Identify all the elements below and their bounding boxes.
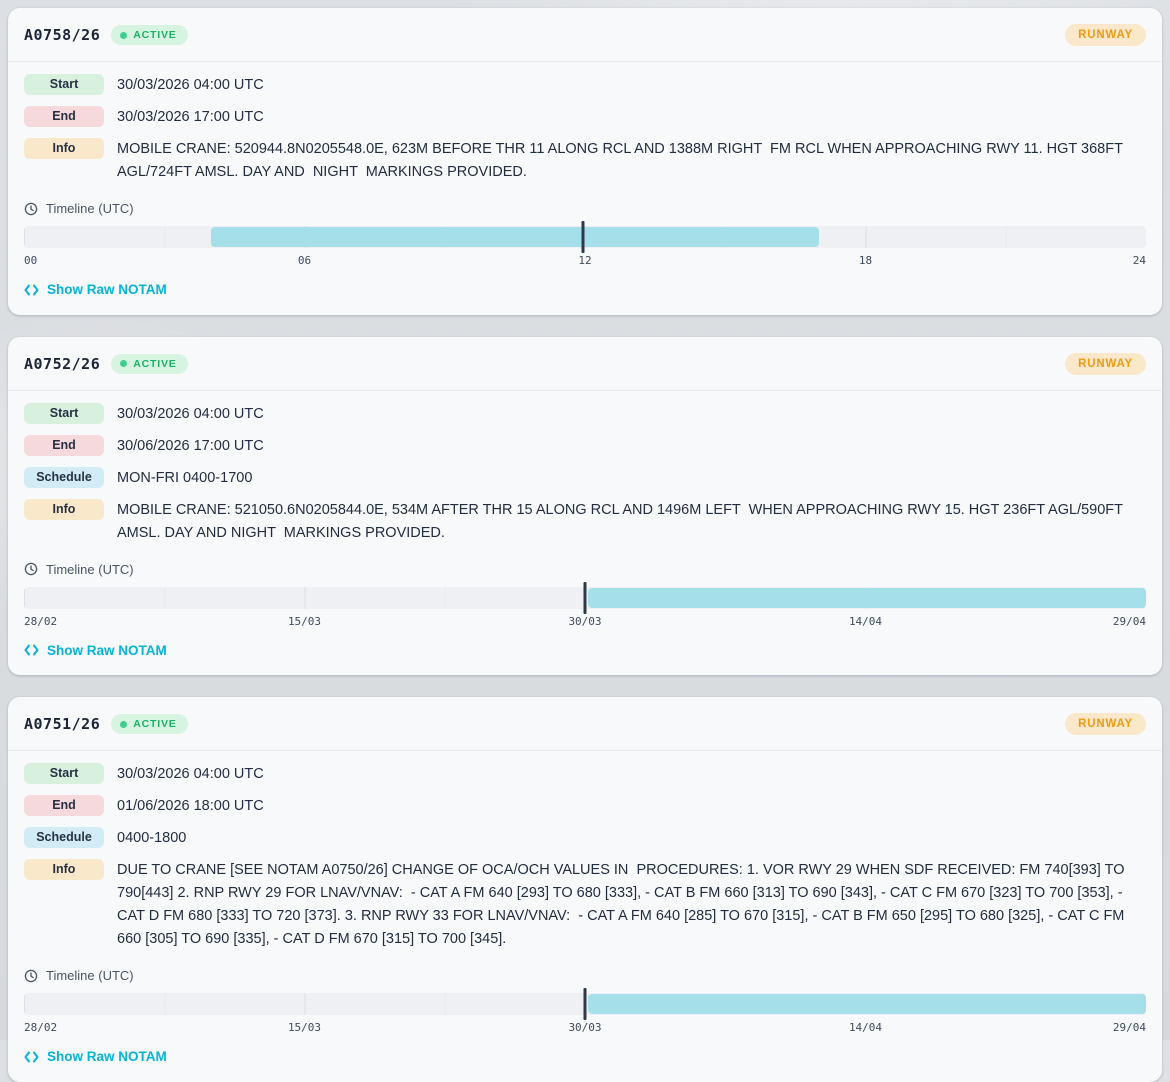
- timeline-label: Timeline (UTC): [46, 561, 134, 577]
- card-header: A0751/26 ACTIVE RUNWAY: [8, 697, 1162, 751]
- now-marker: [583, 581, 587, 614]
- timeline-bar: [588, 587, 1146, 608]
- notam-card: A0758/26 ACTIVE RUNWAY Start 30/03/2026 …: [8, 8, 1162, 315]
- notam-id: A0758/26: [24, 26, 101, 44]
- tick-label: 12: [578, 254, 592, 267]
- tick-label: 00: [24, 254, 38, 267]
- tick-label: 29/04: [1112, 614, 1146, 628]
- tick-label: 06: [297, 254, 312, 267]
- status-dot-icon: [120, 720, 128, 728]
- field-row-start: Start 30/03/2026 04:00 UTC: [24, 402, 1146, 426]
- show-raw-notam-label: Show Raw NOTAM: [47, 1049, 167, 1064]
- timeline-section: Timeline (UTC) 00 06 12 18 24: [24, 201, 1146, 267]
- status-badge: ACTIVE: [111, 353, 188, 374]
- field-label-end: End: [24, 434, 104, 456]
- timeline-ticks: 00 06 12 18 24: [24, 254, 1146, 267]
- tick-label: 30/03: [568, 1021, 602, 1034]
- timeline-bar: [588, 994, 1146, 1014]
- tick-label: 14/04: [848, 1021, 883, 1034]
- category-badge: RUNWAY: [1065, 713, 1146, 735]
- notam-id: A0752/26: [24, 354, 101, 373]
- code-icon: [24, 1051, 39, 1062]
- field-label-schedule: Schedule: [24, 466, 104, 488]
- notam-card: A0751/26 ACTIVE RUNWAY Start 30/03/2026 …: [8, 697, 1162, 1082]
- tick-label: 28/02: [24, 1021, 58, 1034]
- field-row-end: End 30/06/2026 17:00 UTC: [24, 434, 1146, 458]
- status-badge: ACTIVE: [111, 25, 188, 45]
- field-value-start: 30/03/2026 04:00 UTC: [117, 405, 264, 422]
- status-badge: ACTIVE: [111, 714, 188, 734]
- tick-label: 18: [858, 254, 873, 267]
- status-label: ACTIVE: [133, 718, 177, 730]
- field-row-info: Info MOBILE CRANE: 521050.6N0205844.0E, …: [24, 498, 1146, 545]
- code-icon: [24, 284, 39, 295]
- timeline-ticks: 28/02 15/03 30/03 14/04 29/04: [24, 615, 1146, 628]
- show-raw-notam-label: Show Raw NOTAM: [47, 642, 167, 658]
- timeline-section: Timeline (UTC) 28/02 15/03 30/03 14/04 2…: [24, 968, 1146, 1034]
- timeline-ticks: 28/02 15/03 30/03 14/04 29/04: [24, 1021, 1146, 1034]
- show-raw-notam-link[interactable]: Show Raw NOTAM: [24, 1049, 167, 1064]
- field-label-end: End: [24, 795, 104, 816]
- now-marker: [583, 988, 587, 1020]
- status-label: ACTIVE: [133, 29, 177, 41]
- category-badge: RUNWAY: [1065, 24, 1146, 46]
- field-label-start: Start: [24, 74, 104, 95]
- timeline-label: Timeline (UTC): [46, 968, 134, 983]
- tick-label: 15/03: [287, 614, 322, 628]
- field-row-end: End 01/06/2026 18:00 UTC: [24, 794, 1146, 818]
- field-row-schedule: Schedule 0400-1800: [24, 826, 1146, 850]
- status-dot-icon: [120, 31, 128, 39]
- field-value-start: 30/03/2026 04:00 UTC: [117, 77, 264, 93]
- timeline-label: Timeline (UTC): [46, 201, 134, 216]
- field-value-info: MOBILE CRANE: 520944.8N0205548.0E, 623M …: [117, 141, 1126, 180]
- field-value-start: 30/03/2026 04:00 UTC: [117, 766, 264, 782]
- clock-icon: [24, 562, 38, 576]
- code-icon: [24, 644, 39, 656]
- field-value-end: 30/03/2026 17:00 UTC: [117, 109, 264, 125]
- field-value-info: MOBILE CRANE: 521050.6N0205844.0E, 534M …: [117, 501, 1126, 541]
- tick-label: 28/02: [24, 614, 58, 628]
- timeline-bar: [211, 227, 820, 247]
- notam-card: A0752/26 ACTIVE RUNWAY Start 30/03/2026 …: [8, 336, 1162, 675]
- field-row-start: Start 30/03/2026 04:00 UTC: [24, 762, 1146, 786]
- field-value-end: 01/06/2026 18:00 UTC: [117, 798, 264, 814]
- field-label-schedule: Schedule: [24, 827, 104, 848]
- field-label-start: Start: [24, 763, 104, 784]
- tick-label: 15/03: [287, 1021, 322, 1034]
- clock-icon: [24, 202, 38, 215]
- tick-label: 29/04: [1112, 1021, 1146, 1034]
- field-value-end: 30/06/2026 17:00 UTC: [117, 437, 264, 454]
- field-row-schedule: Schedule MON-FRI 0400-1700: [24, 466, 1146, 490]
- field-label-info: Info: [24, 498, 104, 520]
- category-badge: RUNWAY: [1065, 352, 1146, 375]
- field-value-info: DUE TO CRANE [SEE NOTAM A0750/26] CHANGE…: [117, 862, 1129, 947]
- field-label-end: End: [24, 106, 104, 127]
- field-row-start: Start 30/03/2026 04:00 UTC: [24, 73, 1146, 97]
- field-row-info: Info MOBILE CRANE: 520944.8N0205548.0E, …: [24, 137, 1146, 184]
- field-label-info: Info: [24, 859, 104, 880]
- show-raw-notam-label: Show Raw NOTAM: [47, 282, 167, 297]
- field-value-schedule: MON-FRI 0400-1700: [117, 469, 253, 486]
- timeline-track: [24, 221, 1146, 253]
- show-raw-notam-link[interactable]: Show Raw NOTAM: [24, 282, 167, 297]
- clock-icon: [24, 969, 38, 982]
- status-label: ACTIVE: [133, 357, 177, 370]
- field-label-start: Start: [24, 402, 104, 424]
- field-row-info: Info DUE TO CRANE [SEE NOTAM A0750/26] C…: [24, 858, 1146, 951]
- card-header: A0758/26 ACTIVE RUNWAY: [8, 8, 1162, 62]
- timeline-track: [24, 988, 1146, 1020]
- tick-label: 24: [1132, 254, 1146, 267]
- timeline-section: Timeline (UTC) 28/02 15/03 30/03 14/04 2…: [24, 562, 1146, 628]
- timeline-track: [24, 581, 1146, 614]
- field-label-info: Info: [24, 138, 104, 159]
- show-raw-notam-link[interactable]: Show Raw NOTAM: [24, 643, 167, 658]
- field-row-end: End 30/03/2026 17:00 UTC: [24, 105, 1146, 129]
- status-dot-icon: [120, 360, 128, 367]
- notam-id: A0751/26: [24, 715, 101, 733]
- tick-label: 30/03: [568, 614, 602, 628]
- now-marker: [581, 221, 585, 253]
- tick-label: 14/04: [848, 614, 883, 628]
- card-header: A0752/26 ACTIVE RUNWAY: [8, 337, 1162, 391]
- field-value-schedule: 0400-1800: [117, 830, 187, 846]
